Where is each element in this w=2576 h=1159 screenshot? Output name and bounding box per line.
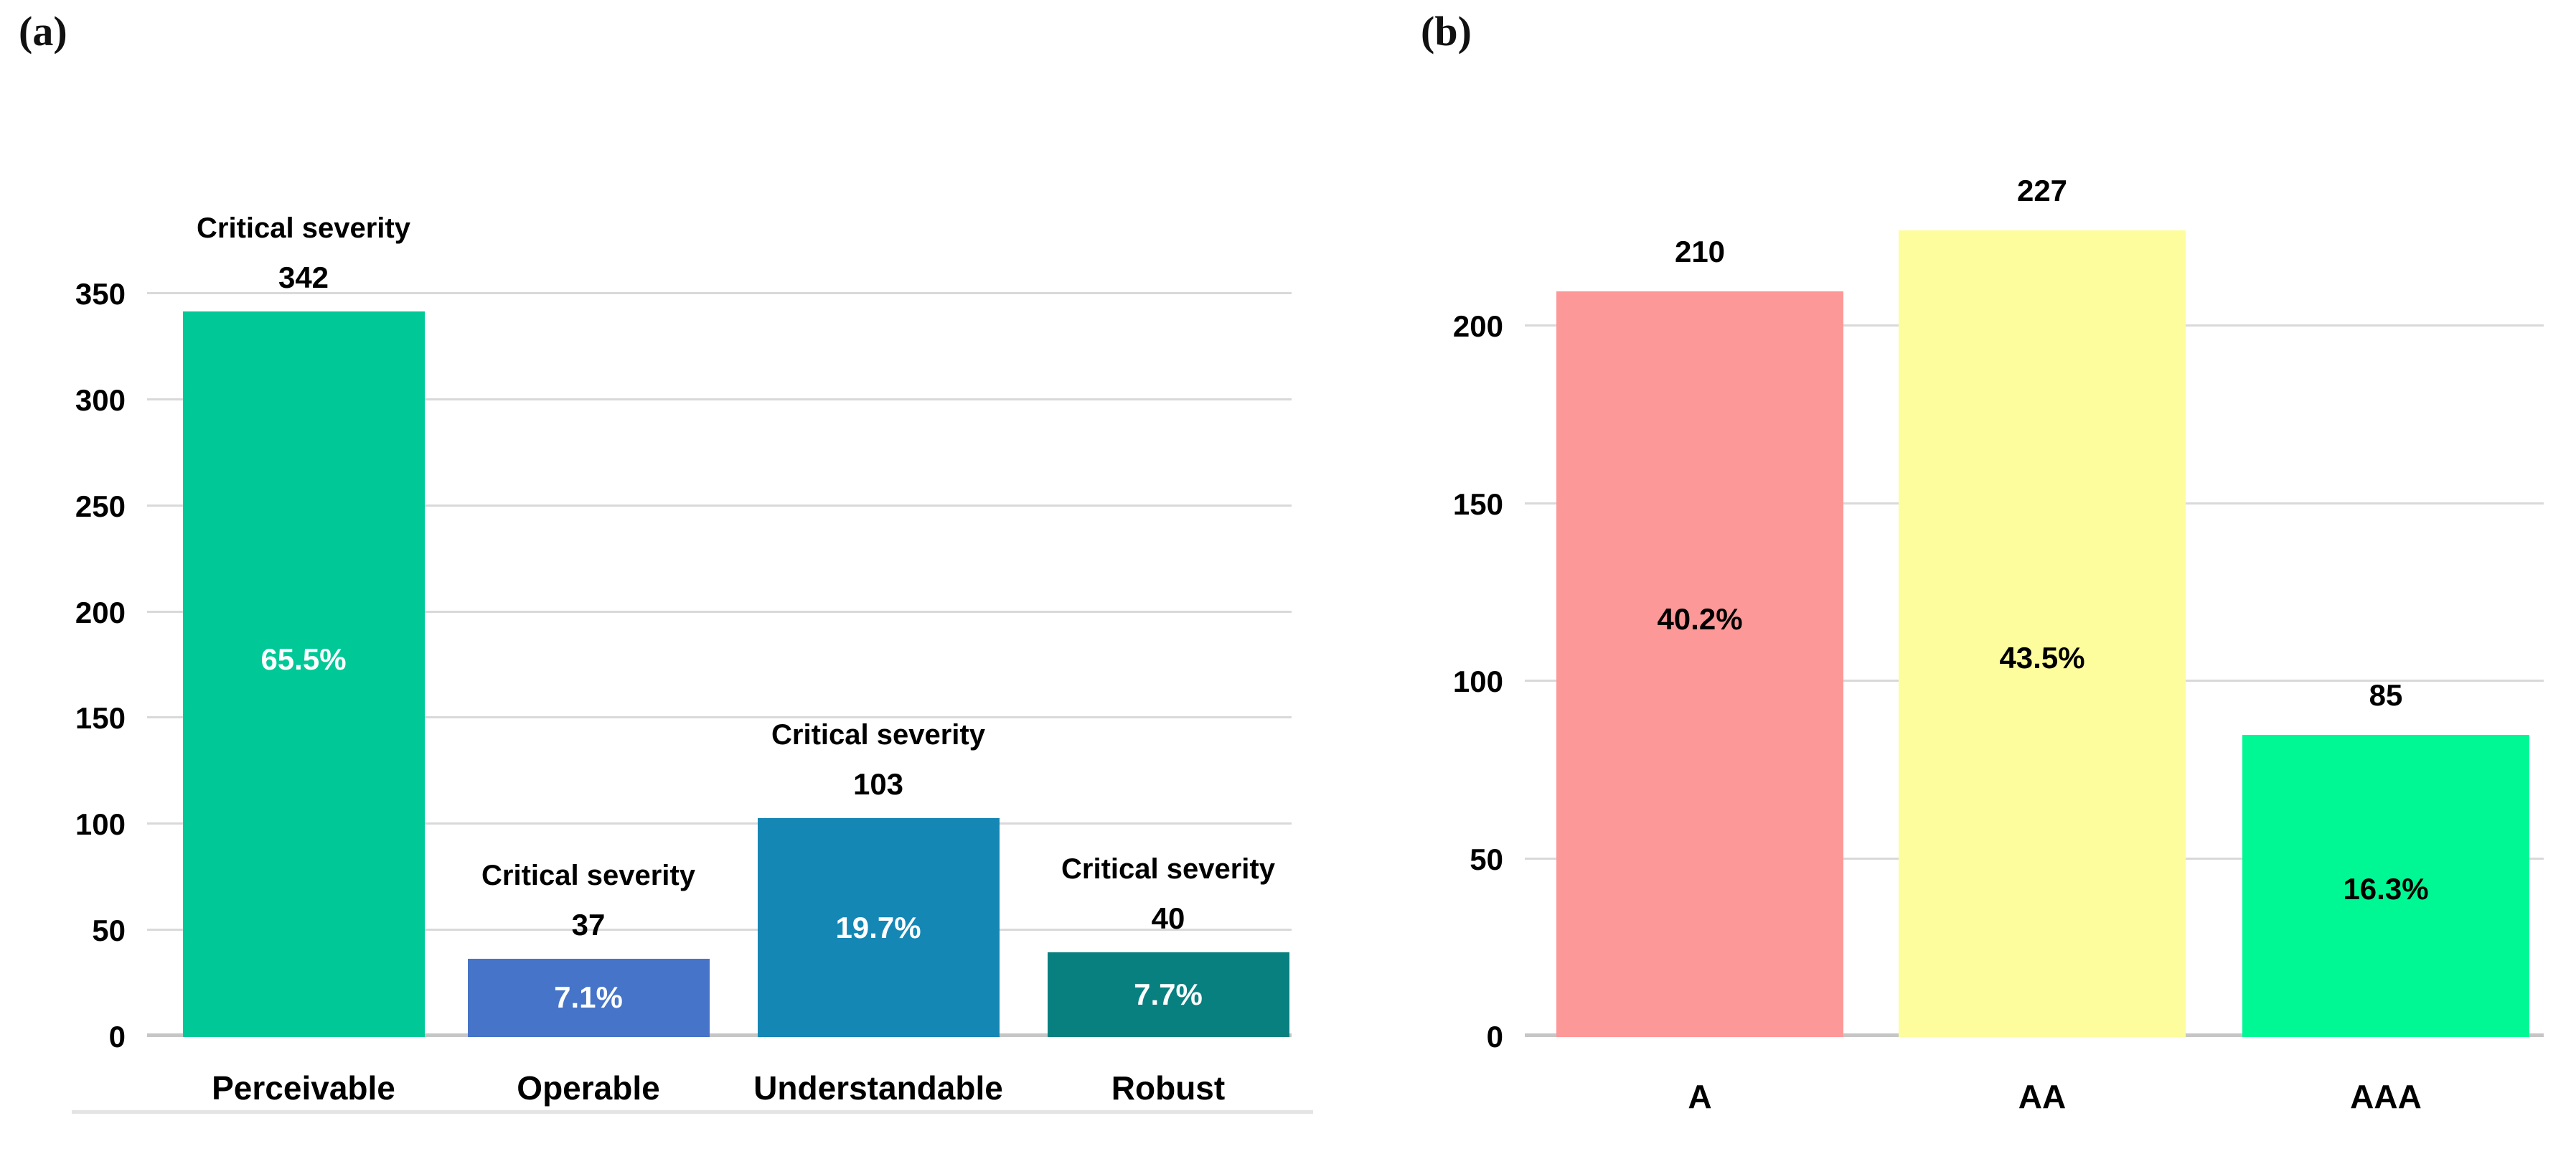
- bar-top-labels: Critical severity 342: [197, 214, 410, 311]
- x-category-label: Perceivable: [212, 1069, 395, 1107]
- x-category-label: AAA: [2350, 1078, 2422, 1115]
- bar-value-label: 103: [852, 767, 904, 802]
- y-tick-label: 150: [75, 701, 126, 736]
- gridline: [147, 822, 1292, 825]
- y-tick-label: 50: [92, 914, 126, 948]
- x-category-label: Operable: [517, 1069, 660, 1107]
- x-category-label: Understandable: [753, 1069, 1003, 1107]
- divider-line: [72, 1110, 1313, 1114]
- bar-value-label: 40: [1151, 901, 1185, 935]
- chart-conformance-levels: 0 50 100 150 200 210 40.2% A 227 43.5% AA 85 16.3% AA…: [1453, 176, 2544, 1113]
- bar-value-label: 85: [2369, 678, 2403, 713]
- bar-annotation: Critical severity: [771, 719, 985, 751]
- y-tick-label: 100: [1452, 665, 1503, 698]
- y-tick-label: 250: [75, 489, 126, 523]
- bar-value-label: 210: [1674, 234, 1726, 268]
- bar-top-labels: 210: [1674, 234, 1726, 291]
- y-tick-label: 350: [75, 277, 126, 311]
- x-category-label: Robust: [1111, 1069, 1226, 1107]
- x-axis-baseline: [147, 1033, 1292, 1037]
- bar-top-labels: Critical severity 37: [481, 861, 695, 959]
- gridline: [147, 716, 1292, 719]
- gridline: [147, 504, 1292, 507]
- bar-percent-label: 43.5%: [1999, 640, 2085, 675]
- bar-percent-label: 7.7%: [1134, 977, 1203, 1011]
- bar-top-labels: 227: [2017, 176, 2067, 230]
- gridline: [147, 292, 1292, 295]
- y-tick-label: 200: [1452, 309, 1503, 343]
- bar-percent-label: 65.5%: [260, 642, 347, 677]
- x-category-label: A: [1688, 1078, 1712, 1115]
- bar-top-labels: Critical severity 40: [1061, 855, 1275, 952]
- gridline: [147, 929, 1292, 932]
- bar-understandable: Critical severity 103 19.7% Understandable: [753, 721, 1003, 1104]
- bar-value-label: 37: [571, 907, 606, 942]
- bar-annotation: Critical severity: [481, 859, 695, 891]
- y-tick-label: 50: [1470, 842, 1503, 876]
- x-category-label: AA: [2018, 1078, 2067, 1115]
- bar-annotation: Critical severity: [197, 212, 410, 244]
- panel-a-label: (a): [19, 8, 67, 55]
- bar-value-label: 227: [2016, 174, 2068, 208]
- bar-robust: Critical severity 40 7.7% Robust: [1047, 855, 1289, 1104]
- y-tick-label: 150: [1452, 487, 1503, 521]
- y-tick-label: 100: [75, 807, 126, 842]
- bar-operable: Critical severity 37 7.1% Operable: [467, 861, 710, 1104]
- bar-percent-label: 19.7%: [835, 910, 921, 944]
- bar-percent-label: 40.2%: [1657, 601, 1743, 636]
- y-tick-label: 300: [75, 383, 126, 417]
- bar-a: 210 40.2% A: [1556, 236, 1843, 1113]
- bar-top-labels: 85: [2369, 680, 2403, 735]
- bar-top-labels: Critical severity 103: [771, 721, 985, 818]
- bar-perceivable: Critical severity 342 65.5% Perceivable: [182, 214, 425, 1104]
- bar-value-label: 342: [278, 260, 329, 294]
- gridline: [147, 398, 1292, 400]
- bar-annotation: Critical severity: [1061, 853, 1275, 885]
- bar-aa: 227 43.5% AA: [1899, 176, 2186, 1113]
- gridline: [147, 610, 1292, 613]
- chart-wcag-principles: 0 50 100 150 200 250 300 350 Critical severity 34…: [75, 214, 1292, 1104]
- bar-percent-label: 7.1%: [554, 980, 623, 1015]
- y-tick-label: 200: [75, 595, 126, 629]
- panel-b-label: (b): [1421, 8, 1472, 55]
- bar-percent-label: 16.3%: [2343, 871, 2429, 906]
- bar-aaa: 85 16.3% AAA: [2242, 680, 2529, 1113]
- y-tick-label: 0: [1486, 1020, 1503, 1054]
- y-tick-label: 0: [108, 1020, 126, 1054]
